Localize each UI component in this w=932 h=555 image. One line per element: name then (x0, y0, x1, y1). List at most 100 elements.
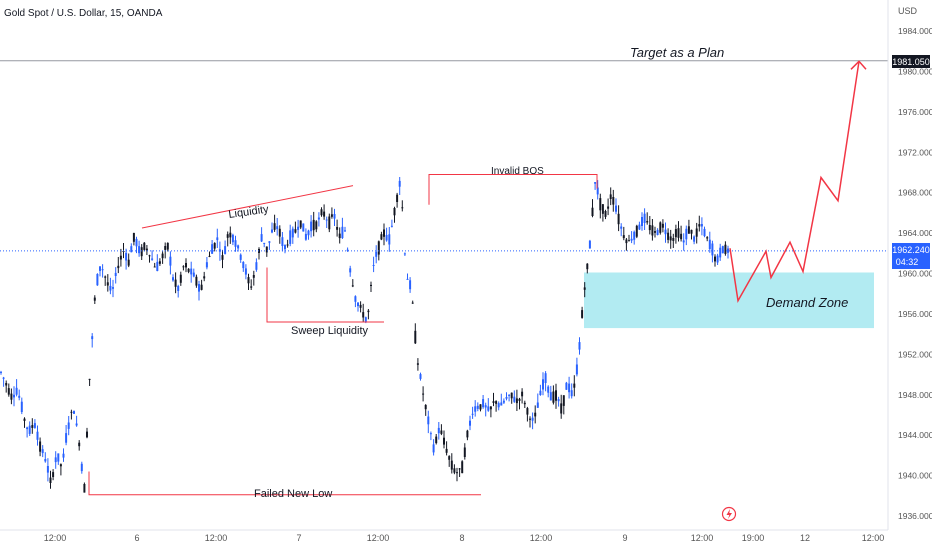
candle-body (145, 248, 148, 251)
candle-body (669, 236, 672, 241)
x-tick-label: 8 (459, 533, 464, 543)
candle-body (310, 221, 313, 232)
candle-body (289, 230, 292, 244)
candle-body (474, 406, 477, 412)
candle-body (377, 241, 380, 255)
currency-label: USD (898, 6, 918, 16)
candle-body (93, 297, 96, 301)
candle-body (333, 214, 336, 219)
candle-body (299, 220, 302, 228)
candle-body (385, 235, 388, 241)
candle-body (625, 239, 628, 244)
candle-body (461, 461, 464, 474)
candle-body (354, 296, 357, 302)
candle-body (594, 182, 597, 184)
candle-body (57, 453, 60, 462)
candle-body (268, 241, 271, 243)
candle-body (138, 246, 141, 254)
candle-body (338, 233, 341, 239)
candle-body (552, 391, 555, 403)
candle-body (96, 274, 99, 286)
candle-body (78, 442, 81, 447)
candle-body (450, 460, 453, 470)
candle-body (690, 229, 693, 234)
candle-body (344, 230, 346, 232)
candle-body (596, 187, 599, 195)
candle-body (221, 255, 224, 260)
candle-body (130, 246, 133, 253)
candle-body (250, 286, 253, 288)
lightning-icon[interactable] (721, 506, 737, 522)
candle-body (445, 448, 448, 453)
target-price-badge-bg (892, 55, 930, 68)
candle-body (570, 390, 573, 397)
candle-body (294, 229, 297, 233)
candle-body (724, 244, 727, 254)
candle-body (375, 251, 378, 257)
candle-body (714, 256, 716, 262)
candle-body (659, 222, 662, 233)
candle-body (648, 225, 651, 231)
candle-body (641, 217, 643, 226)
candle-body (164, 246, 167, 250)
candle-body (247, 277, 250, 284)
candle-body (307, 230, 310, 236)
y-tick-label: 1944.000 (898, 430, 932, 440)
candle-body (396, 194, 399, 202)
candle-body (179, 274, 182, 283)
candle-body (656, 229, 659, 235)
liquidity-line (141, 185, 354, 229)
candle-body (161, 253, 164, 259)
candle-body (453, 468, 456, 473)
candle-body (330, 214, 333, 217)
candle-body (401, 207, 404, 209)
candle-body (403, 253, 406, 255)
candle-body (156, 261, 159, 271)
candle-body (359, 304, 362, 308)
candle-body (549, 392, 552, 401)
candle-body (568, 383, 571, 393)
candle-body (578, 342, 581, 350)
candle-body (698, 224, 701, 227)
candle-body (708, 239, 711, 249)
candle-body (166, 243, 169, 250)
candle-body (424, 405, 427, 410)
candle-body (273, 223, 276, 230)
y-tick-label: 1972.000 (898, 147, 932, 157)
candle-body (536, 402, 539, 408)
candle-body (39, 441, 42, 452)
candle-body (661, 223, 664, 228)
candle-body (435, 436, 438, 444)
y-tick-label: 1956.000 (898, 309, 932, 319)
candle-body (575, 364, 578, 375)
candle-body (312, 219, 315, 231)
candle-body (398, 180, 401, 187)
candle-body (104, 276, 107, 278)
x-tick-label: 9 (622, 533, 627, 543)
y-tick-label: 1960.000 (898, 269, 932, 279)
candle-body (83, 484, 86, 493)
candle-body (526, 408, 529, 415)
candle-body (49, 477, 52, 483)
candle-body (555, 390, 557, 401)
candle-body (302, 223, 305, 232)
candle-body (588, 240, 591, 249)
candle-body (510, 392, 513, 399)
candle-body (562, 395, 565, 406)
last-price-badge: 1962.240 (892, 245, 930, 255)
candle-body (216, 237, 219, 241)
candle-body (315, 221, 318, 230)
candle-body (685, 228, 688, 240)
candle-body (276, 226, 279, 230)
candle-body (86, 431, 88, 438)
failed-low-line (88, 471, 481, 496)
candle-body (523, 402, 526, 405)
x-tick-label: 12:00 (205, 533, 228, 543)
candle-body (255, 262, 258, 270)
candle-body (351, 285, 354, 287)
candle-body (151, 258, 154, 260)
candle-body (721, 246, 724, 254)
candle-body (99, 266, 101, 271)
candle-body (357, 302, 359, 307)
candle-body (638, 224, 641, 230)
